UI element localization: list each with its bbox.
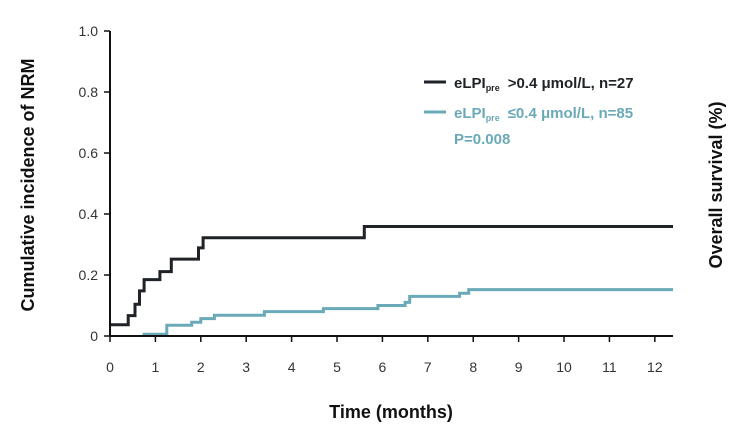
p-value-annotation: P=0.008 — [454, 131, 510, 148]
y-tick-label: 0 — [90, 328, 98, 344]
x-tick-label: 11 — [602, 359, 617, 375]
legend-sub-low: pre — [486, 113, 500, 123]
x-axis-ticks: 0 1 2 3 4 5 6 7 8 9 10 11 12 — [106, 336, 663, 375]
x-tick-label: 6 — [379, 359, 387, 375]
series-line-low — [142, 288, 673, 336]
legend-label-high: eLPIpre >0.4 μmol/L, n=27 — [454, 75, 634, 93]
x-tick-label: 12 — [647, 359, 663, 375]
legend: eLPIpre >0.4 μmol/L, n=27 eLPIpre ≤0.4 μmo… — [424, 75, 634, 148]
x-tick-label: 8 — [469, 359, 477, 375]
legend-main-low: eLPI — [454, 105, 486, 122]
legend-rest-high: >0.4 μmol/L, n=27 — [508, 75, 634, 92]
series-layer — [110, 225, 673, 336]
x-tick-label: 0 — [106, 359, 114, 375]
legend-rest-low: ≤0.4 μmol/L, n=85 — [508, 105, 633, 122]
legend-sub-high: pre — [486, 83, 500, 93]
y-tick-label: 0.8 — [79, 84, 99, 100]
series-line-high — [110, 225, 673, 327]
x-tick-label: 9 — [515, 359, 523, 375]
y2-axis-title: Overall survival (%) — [706, 101, 726, 268]
x-tick-label: 2 — [197, 359, 205, 375]
legend-label-low: eLPIpre ≤0.4 μmol/L, n=85 — [454, 105, 633, 123]
x-tick-label: 4 — [288, 359, 296, 375]
legend-main-high: eLPI — [454, 75, 486, 92]
x-axis-title: Time (months) — [329, 402, 453, 422]
y-axis-ticks: 0 0.2 0.4 0.6 0.8 1.0 — [79, 23, 110, 344]
y-tick-label: 1.0 — [79, 23, 99, 39]
y-tick-label: 0.4 — [79, 206, 99, 222]
x-tick-label: 7 — [424, 359, 432, 375]
y-axis-title: Cumulative incidence of NRM — [18, 58, 38, 311]
x-tick-label: 1 — [152, 359, 160, 375]
x-tick-label: 3 — [242, 359, 250, 375]
x-tick-label: 10 — [556, 359, 572, 375]
y-tick-label: 0.6 — [79, 145, 99, 161]
x-tick-label: 5 — [333, 359, 341, 375]
y-tick-label: 0.2 — [79, 267, 99, 283]
